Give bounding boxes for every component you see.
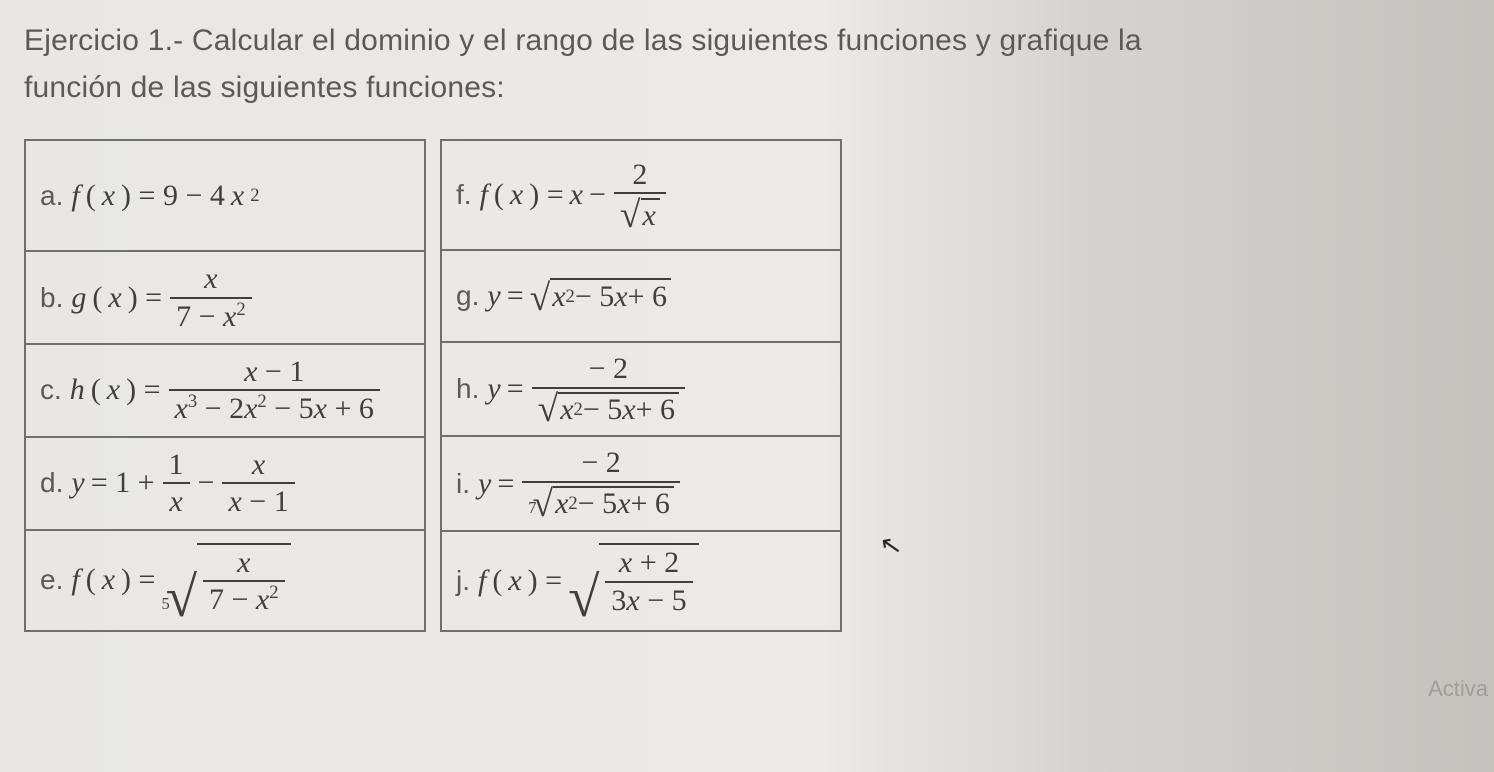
problem-line-2: función de las siguientes funciones: xyxy=(24,71,505,104)
fraction: x + 2 3x − 5 xyxy=(605,547,692,616)
row-label: b. xyxy=(40,282,63,314)
row-label: h. xyxy=(456,373,479,405)
problem-line-1: Ejercicio 1.- Calcular el dominio y el r… xyxy=(24,24,1142,57)
equation-j: j. f(x) = √ x + 2 3x − 5 xyxy=(456,543,824,618)
table-row: c. h(x) = x − 1 x3 − 2x2 − 5x + 6 xyxy=(25,344,425,437)
equation-a: a. f(x) = 9 − 4x2 xyxy=(40,179,408,213)
watermark-text: Activa xyxy=(1428,676,1488,702)
table-row: a. f(x) = 9 − 4x2 xyxy=(25,140,425,251)
right-table: f. f(x) = x − 2 √ x xyxy=(440,139,842,632)
fraction: xx − 1 xyxy=(222,449,294,518)
sqrt: √ x2 − 5x + 6 xyxy=(530,278,671,314)
row-label: d. xyxy=(40,467,63,499)
row-label: a. xyxy=(40,180,63,212)
equation-e: e. f(x) = 5√ x 7 − x2 xyxy=(40,543,408,618)
fraction: x 7 − x2 xyxy=(170,263,252,332)
row-label: c. xyxy=(40,374,62,406)
fraction: − 2 √ x2 − 5x + 6 xyxy=(532,353,685,425)
equation-d: d. y = 1 + 1x − xx − 1 xyxy=(40,449,408,518)
equation-c: c. h(x) = x − 1 x3 − 2x2 − 5x + 6 xyxy=(40,356,408,425)
row-label: g. xyxy=(456,280,479,312)
table-row: g. y = √ x2 − 5x + 6 xyxy=(441,250,841,342)
left-table: a. f(x) = 9 − 4x2 b. g(x) = x 7 − x2 xyxy=(24,139,426,632)
problem-statement: Ejercicio 1.- Calcular el dominio y el r… xyxy=(24,18,1470,111)
equation-h: h. y = − 2 √ x2 − 5x + 6 xyxy=(456,353,824,425)
fraction: x 7 − x2 xyxy=(203,547,285,616)
table-row: f. f(x) = x − 2 √ x xyxy=(441,140,841,250)
fraction: 1x xyxy=(163,449,190,518)
row-label: f. xyxy=(456,179,472,211)
page: Ejercicio 1.- Calcular el dominio y el r… xyxy=(0,0,1494,632)
equation-f: f. f(x) = x − 2 √ x xyxy=(456,159,824,231)
table-row: e. f(x) = 5√ x 7 − x2 xyxy=(25,530,425,631)
row-label: e. xyxy=(40,564,63,596)
sqrt: √ x + 2 3x − 5 xyxy=(568,543,699,618)
sqrt: √ x xyxy=(620,198,660,232)
fraction: − 2 7√ x2 − 5x + 6 xyxy=(522,447,680,519)
fraction: 2 √ x xyxy=(614,159,666,231)
table-row: b. g(x) = x 7 − x2 xyxy=(25,251,425,344)
row-label: i. xyxy=(456,468,470,500)
tables-container: a. f(x) = 9 − 4x2 b. g(x) = x 7 − x2 xyxy=(24,139,1470,632)
equation-i: i. y = − 2 7√ x2 − 5x + 6 xyxy=(456,447,824,519)
nth-root: 5√ x 7 − x2 xyxy=(161,543,290,618)
sqrt: √ x2 − 5x + 6 xyxy=(538,392,679,426)
nth-root: 7√ x2 − 5x + 6 xyxy=(528,486,674,520)
table-row: h. y = − 2 √ x2 − 5x + 6 xyxy=(441,342,841,436)
table-row: d. y = 1 + 1x − xx − 1 xyxy=(25,437,425,530)
fraction: x − 1 x3 − 2x2 − 5x + 6 xyxy=(169,356,380,425)
row-label: j. xyxy=(456,565,470,597)
equation-b: b. g(x) = x 7 − x2 xyxy=(40,263,408,332)
table-row: i. y = − 2 7√ x2 − 5x + 6 xyxy=(441,436,841,530)
equation-g: g. y = √ x2 − 5x + 6 xyxy=(456,278,824,314)
table-row: j. f(x) = √ x + 2 3x − 5 xyxy=(441,531,841,631)
